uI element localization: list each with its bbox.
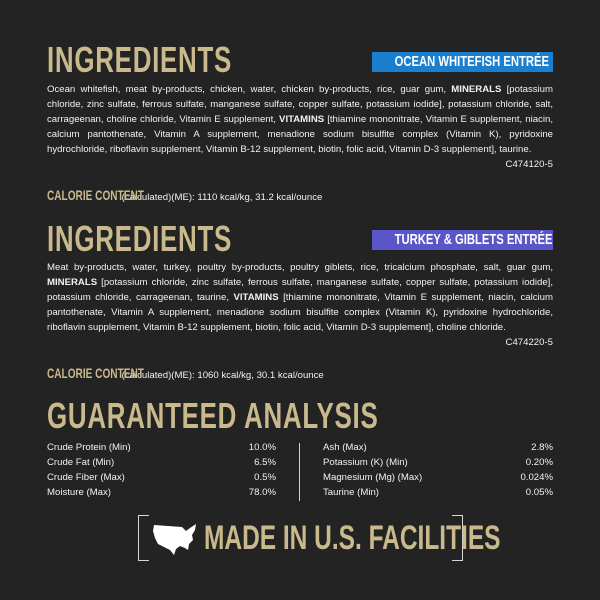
nutrient-value: 0.05% [525, 487, 553, 498]
ingredients-heading-2: INGREDIENTS [47, 218, 233, 259]
calorie-label: CALORIE CONTENT [47, 187, 144, 203]
nutrient-value: 0.20% [525, 457, 553, 468]
analysis-row: Ash (Max) 2.8% [323, 440, 553, 455]
ocean-whitefish-badge: OCEAN WHITEFISH ENTRÉE [372, 52, 553, 72]
ingredient-text: [potassium chloride, zinc sulfate, ferro… [47, 277, 553, 303]
ingredient-category: VITAMINS [233, 292, 279, 303]
analysis-row: Magnesium (Mg) (Max) 0.024% [323, 470, 553, 485]
ingredient-text: [potassium chloride, zinc sulfate, ferro… [47, 84, 553, 125]
ingredient-text: [thiamine mononitrate, Vitamin E supplem… [47, 114, 553, 155]
nutrient-value: 10.0% [248, 442, 276, 453]
analysis-right-column: Ash (Max) 2.8% Potassium (K) (Min) 0.20% Mag… [323, 440, 553, 500]
ingredient-category: MINERALS [451, 84, 502, 95]
nutrient-value: 2.8% [531, 442, 553, 453]
product-code: C474120-5 [505, 159, 553, 170]
nutrient-value: 0.5% [254, 472, 276, 483]
nutrient-label: Magnesium (Mg) (Max) [323, 472, 423, 483]
calorie-content-1: CALORIE CONTENT (calculated)(ME): 1110 k… [47, 187, 322, 203]
analysis-left-column: Crude Protein (Min) 10.0% Crude Fat (Min) 6… [47, 440, 276, 500]
ingredients-list-2: Meat by-products, water, turkey, poultry… [47, 260, 553, 350]
nutrient-value: 78.0% [248, 487, 276, 498]
column-divider [299, 443, 300, 501]
left-bracket [138, 515, 149, 561]
made-in-us-label: MADE IN U.S. FACILITIES [204, 519, 501, 557]
nutrient-label: Crude Fiber (Max) [47, 472, 125, 483]
nutrient-value: 0.024% [520, 472, 553, 483]
nutrient-label: Crude Protein (Min) [47, 442, 131, 453]
nutrient-label: Crude Fat (Min) [47, 457, 115, 468]
ingredient-category: MINERALS [47, 277, 98, 288]
analysis-row: Crude Fiber (Max) 0.5% [47, 470, 276, 485]
nutrient-value: 6.5% [254, 457, 276, 468]
product-code: C474220-5 [505, 337, 553, 348]
nutrient-label: Potassium (K) (Min) [323, 457, 408, 468]
analysis-row: Crude Fat (Min) 6.5% [47, 455, 276, 470]
turkey-giblets-badge: TURKEY & GIBLETS ENTRÉE [372, 230, 553, 250]
calorie-value: (calculated)(ME): 1110 kcal/kg, 31.2 kca… [121, 192, 323, 203]
nutrient-label: Ash (Max) [323, 442, 367, 453]
ingredient-category: VITAMINS [279, 114, 325, 125]
ingredients-list-1: Ocean whitefish, meat by-products, chick… [47, 82, 553, 172]
ingredients-heading-1: INGREDIENTS [47, 39, 233, 80]
right-bracket [452, 515, 463, 561]
analysis-row: Taurine (Min) 0.05% [323, 485, 553, 500]
ingredient-text: Ocean whitefish, meat by-products, chick… [47, 84, 452, 95]
ingredient-text: [thiamine mononitrate, Vitamin E supplem… [47, 292, 554, 333]
calorie-value: (calculated)(ME): 1060 kcal/kg, 30.1 kca… [121, 370, 324, 381]
nutrient-label: Moisture (Max) [47, 487, 111, 498]
calorie-content-2: CALORIE CONTENT (calculated)(ME): 1060 k… [47, 365, 324, 381]
calorie-label: CALORIE CONTENT [47, 365, 144, 381]
ingredient-text: Meat by-products, water, turkey, poultry… [47, 262, 553, 273]
nutrient-label: Taurine (Min) [323, 487, 379, 498]
analysis-row: Potassium (K) (Min) 0.20% [323, 455, 553, 470]
analysis-row: Moisture (Max) 78.0% [47, 485, 276, 500]
analysis-row: Crude Protein (Min) 10.0% [47, 440, 276, 455]
guaranteed-analysis-heading: GUARANTEED ANALYSIS [47, 395, 379, 436]
usa-map-icon [153, 524, 196, 555]
